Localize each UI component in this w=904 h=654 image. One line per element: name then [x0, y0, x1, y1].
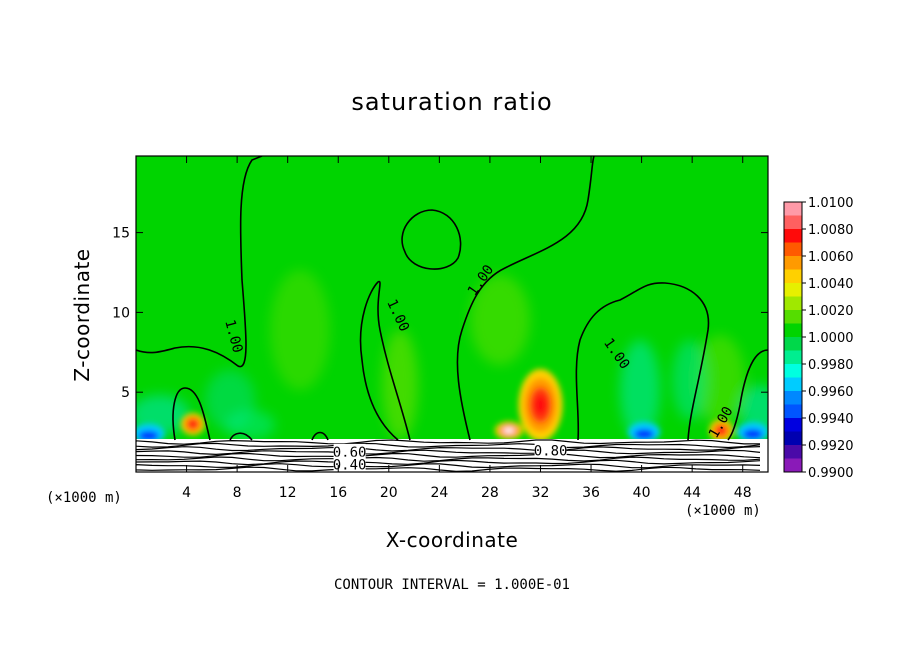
contour-label: 0.40 [333, 456, 367, 474]
surface-contour-line [136, 463, 761, 469]
x-unit-left: (×1000 m) [46, 490, 122, 506]
feature-blob [742, 429, 763, 440]
x-tick-label: 36 [582, 485, 600, 501]
x-axis-label: X-coordinate [385, 528, 519, 552]
surface-contour-line [136, 439, 761, 445]
colorbar-swatch [784, 391, 802, 405]
colorbar-label: 0.9900 [808, 466, 854, 481]
x-tick-label: 40 [633, 485, 651, 501]
x-tick-label: 44 [683, 485, 701, 501]
colorbar-swatch [784, 296, 802, 311]
x-tick-label: 48 [734, 485, 752, 501]
surface-contour-line [136, 459, 761, 466]
colorbar-swatch [784, 377, 802, 392]
y-tick-label: 15 [112, 226, 130, 242]
colorbar-label: 1.0080 [808, 223, 854, 238]
colorbar-label: 1.0020 [808, 304, 854, 319]
colorbar-swatch [784, 323, 802, 338]
colorbar: 1.0100 1.0080 1.0060 1.0040 1.0020 1.0000 0.99… [783, 196, 854, 481]
colorbar-swatch [784, 445, 802, 459]
feature-blob [534, 394, 547, 416]
contour-label: 0.80 [534, 442, 568, 459]
surface-contour-line [136, 446, 761, 452]
colorbar-label: 0.9960 [808, 385, 854, 400]
colorbar-swatch [784, 242, 802, 257]
colorbar-swatch [784, 350, 802, 365]
colorbar-swatch [784, 431, 802, 446]
contour-loop-top [401, 209, 462, 270]
colorbar-swatch [784, 310, 802, 324]
colorbar-swatch [784, 229, 802, 243]
x-axis: 4 8 12 16 20 24 28 32 36 40 44 48 [182, 156, 752, 501]
weak-gradient-layer [136, 270, 768, 440]
contour-line-right2 [575, 282, 710, 441]
contour-label-text: 0.40 [333, 458, 367, 474]
colorbar-label: 1.0060 [808, 250, 854, 265]
feature-blob [634, 429, 655, 440]
colorbar-swatch [784, 215, 802, 230]
feature-blob [138, 430, 159, 441]
surface-contour-line [136, 466, 761, 472]
x-tick-label: 24 [430, 485, 448, 501]
colorbar-swatch [784, 364, 802, 378]
chart-title: saturation ratio [351, 88, 553, 116]
feature-blob [189, 421, 197, 428]
colorbar-swatch [784, 269, 802, 284]
contour-loop-small2 [229, 432, 253, 441]
x-tick-label: 32 [532, 485, 550, 501]
colorbar-label: 0.9980 [808, 358, 854, 373]
contour-label-text: 0.80 [534, 443, 568, 459]
surface-contours [136, 439, 761, 472]
colorbar-swatch [784, 458, 802, 473]
plot-area: 1.001.001.001.001.000.800.600.40 [136, 156, 768, 474]
colorbar-swatch [784, 283, 802, 297]
feature-blobs [136, 368, 768, 444]
colorbar-swatch [784, 418, 802, 432]
contour-interval: CONTOUR INTERVAL = 1.000E-01 [333, 577, 570, 593]
y-axis: 5 10 15 [112, 226, 768, 401]
x-tick-label: 4 [182, 485, 191, 501]
contour-1.00 [136, 156, 768, 441]
y-tick-label: 10 [112, 305, 130, 321]
surface-contour-line [136, 452, 761, 459]
colorbar-swatch [784, 202, 802, 216]
contour-loop-small3 [311, 431, 329, 441]
surface-contour-line [136, 449, 761, 456]
colorbar-swatch [784, 256, 802, 270]
colorbar-swatch [784, 404, 802, 419]
contour-line-left [136, 156, 263, 368]
contour-loop-small1 [172, 387, 211, 441]
colorbar-label: 1.0040 [808, 277, 854, 292]
x-tick-label: 8 [233, 485, 242, 501]
colorbar-label: 1.0100 [808, 196, 854, 211]
colorbar-label: 0.9920 [808, 439, 854, 454]
y-tick-label: 5 [121, 385, 130, 401]
feature-core [502, 427, 515, 434]
x-tick-label: 28 [481, 485, 499, 501]
contour-line-edge [727, 349, 768, 441]
surface-contour-line [136, 442, 761, 449]
colorbar-label: 1.0000 [808, 331, 854, 346]
contour-line-right [456, 156, 595, 441]
contour-line-mid [359, 280, 411, 441]
colorbar-swatch [784, 337, 802, 351]
x-tick-label: 16 [329, 485, 347, 501]
feature-blob [717, 427, 725, 434]
x-tick-label: 12 [279, 485, 297, 501]
x-unit-right: (×1000 m) [685, 503, 761, 519]
x-tick-label: 20 [380, 485, 398, 501]
y-axis-label: Z-coordinate [70, 248, 94, 382]
plot-frame [135, 155, 769, 473]
colorbar-label: 0.9940 [808, 412, 854, 427]
